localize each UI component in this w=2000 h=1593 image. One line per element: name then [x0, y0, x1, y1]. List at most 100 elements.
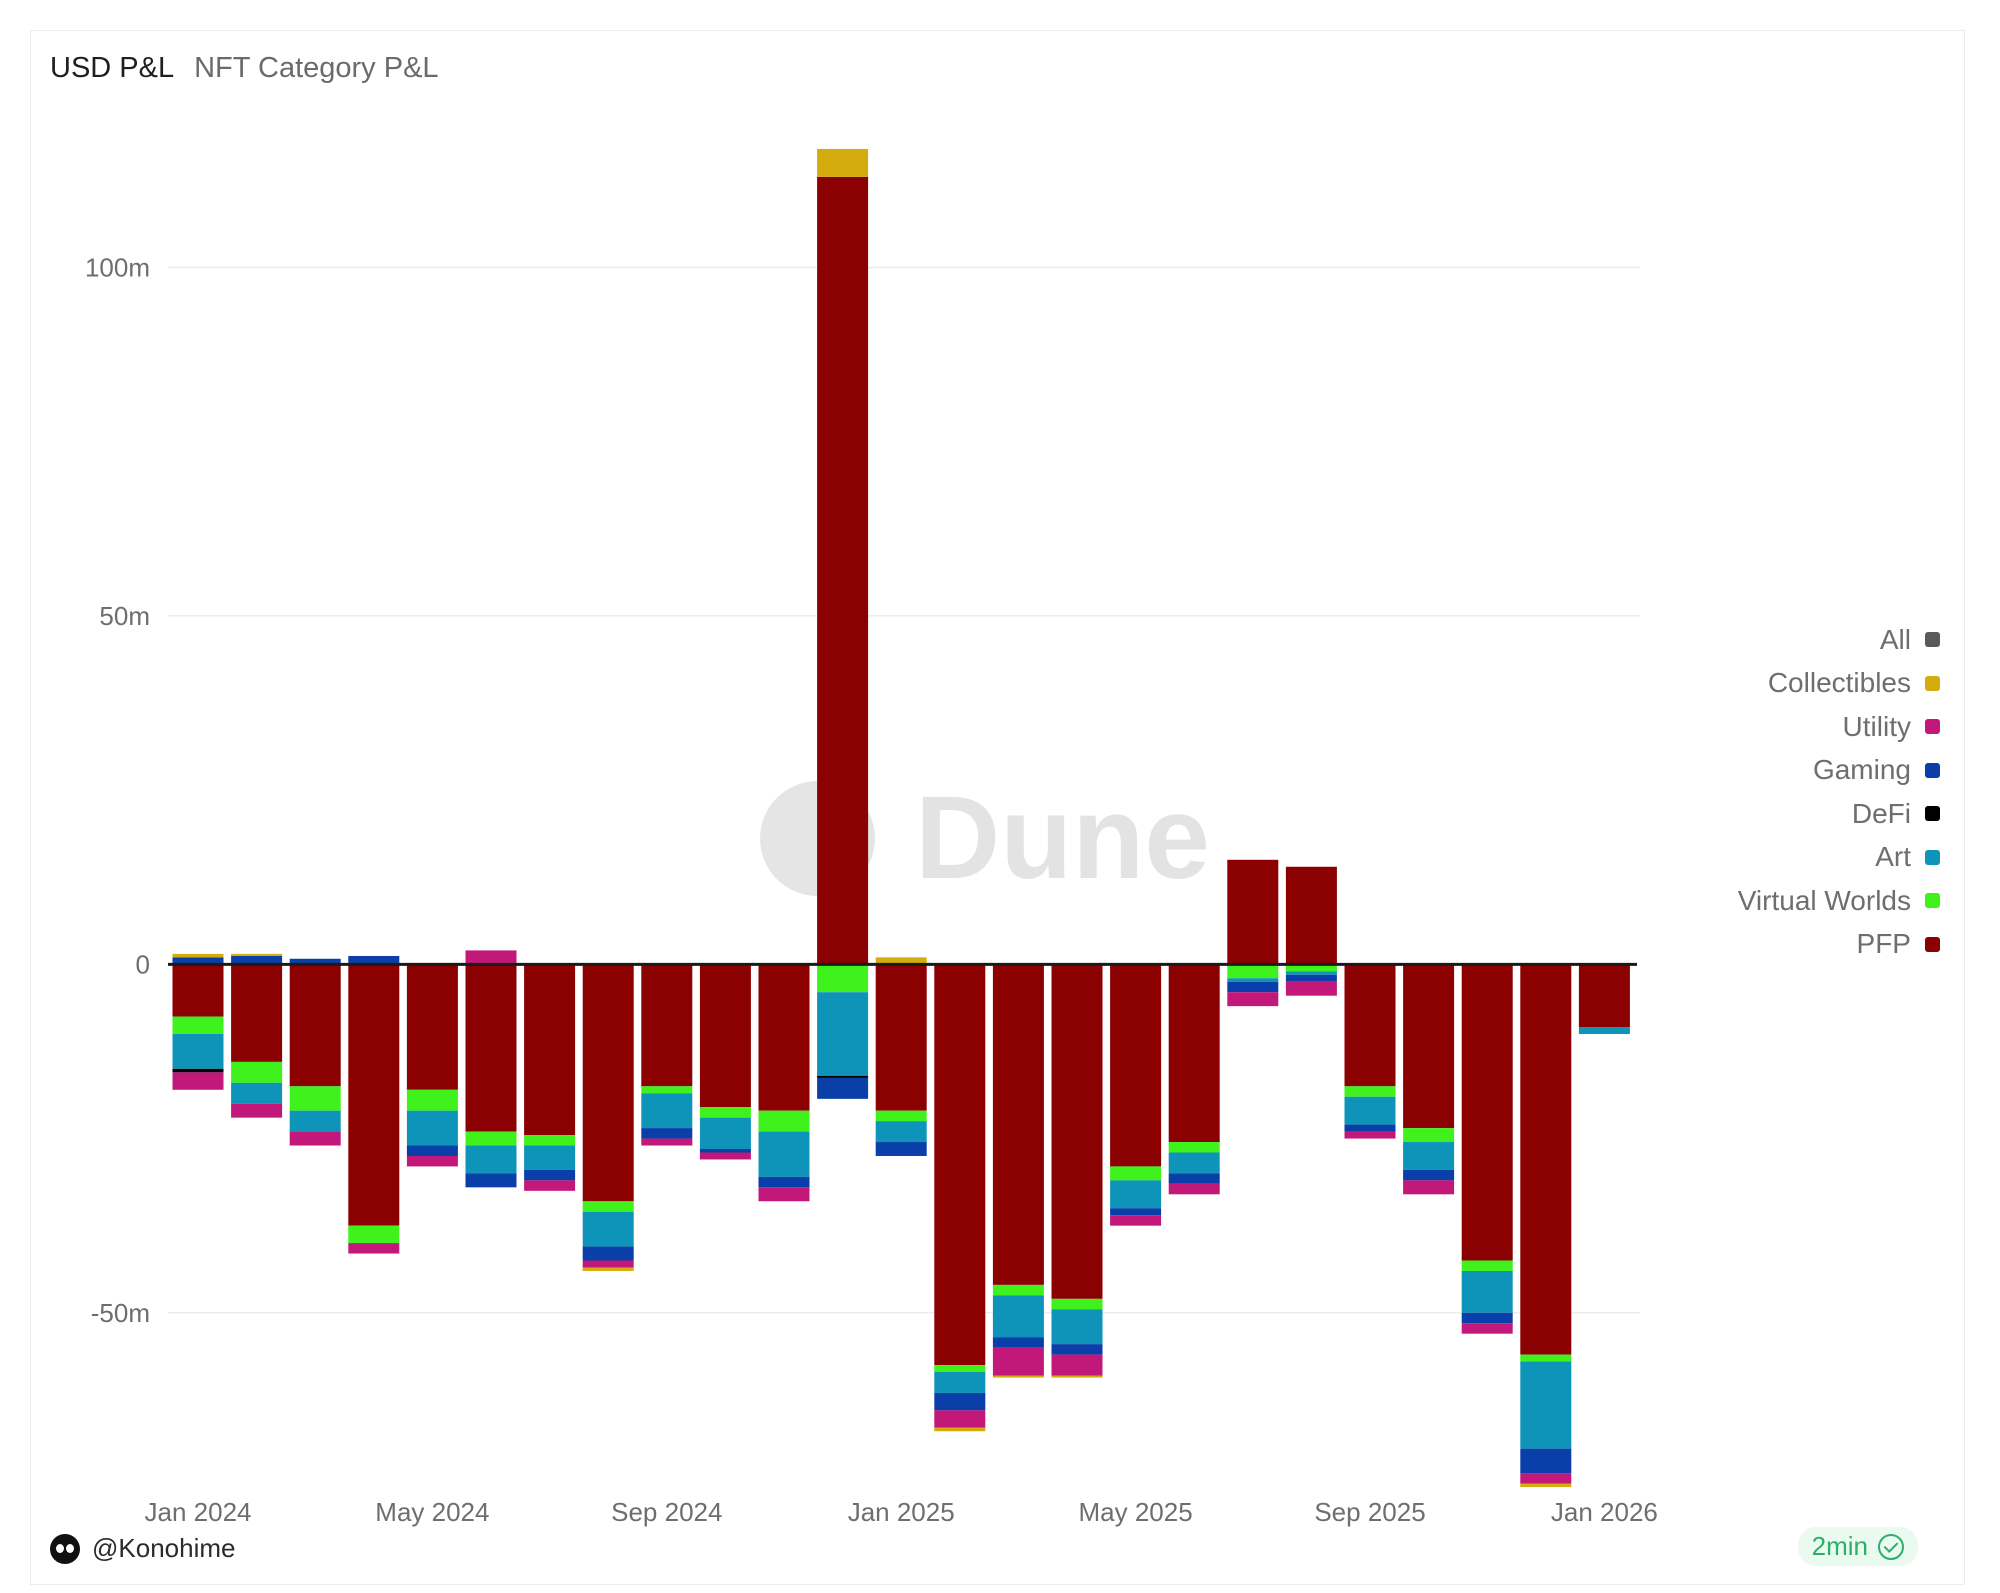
- bar-segment-pfp[interactable]: [758, 964, 810, 1111]
- bar-segment-virtual-worlds[interactable]: [1403, 1128, 1455, 1143]
- bar-segment-virtual-worlds[interactable]: [1168, 1142, 1220, 1153]
- bar-segment-utility[interactable]: [348, 1243, 400, 1254]
- bar-segment-pfp[interactable]: [1227, 859, 1279, 965]
- bar-segment-art[interactable]: [817, 992, 869, 1076]
- bar-segment-virtual-worlds[interactable]: [406, 1089, 458, 1111]
- bar-segment-pfp[interactable]: [875, 964, 927, 1111]
- legend-item-virtual-worlds[interactable]: Virtual Worlds: [1640, 879, 1940, 923]
- bar-segment-gaming[interactable]: [1461, 1312, 1513, 1324]
- bar-segment-defi[interactable]: [817, 1075, 869, 1078]
- bar-segment-utility[interactable]: [231, 1103, 283, 1118]
- bar-segment-pfp[interactable]: [1168, 964, 1220, 1143]
- bar-segment-art[interactable]: [1520, 1361, 1572, 1449]
- bar-segment-utility[interactable]: [524, 1180, 576, 1191]
- bar-segment-gaming[interactable]: [465, 1173, 517, 1188]
- bar-segment-art[interactable]: [1285, 971, 1337, 975]
- bar-segment-collectibles[interactable]: [875, 957, 927, 965]
- bar-segment-virtual-worlds[interactable]: [289, 1086, 341, 1111]
- bar-segment-collectibles[interactable]: [817, 148, 869, 177]
- bar-segment-virtual-worlds[interactable]: [641, 1086, 693, 1094]
- bar-segment-art[interactable]: [524, 1145, 576, 1170]
- bar-segment-art[interactable]: [758, 1131, 810, 1177]
- bar-segment-pfp[interactable]: [348, 964, 400, 1226]
- bar-segment-virtual-worlds[interactable]: [817, 964, 869, 993]
- bar-segment-virtual-worlds[interactable]: [758, 1110, 810, 1132]
- bar-segment-gaming[interactable]: [992, 1337, 1044, 1348]
- bar-segment-gaming[interactable]: [524, 1169, 576, 1181]
- bar-segment-utility[interactable]: [1461, 1323, 1513, 1334]
- bar-segment-pfp[interactable]: [231, 964, 283, 1062]
- bar-segment-art[interactable]: [1461, 1270, 1513, 1313]
- bar-segment-virtual-worlds[interactable]: [1520, 1354, 1572, 1362]
- bar-segment-virtual-worlds[interactable]: [934, 1365, 986, 1373]
- bar-segment-art[interactable]: [582, 1211, 634, 1247]
- bar-segment-gaming[interactable]: [1520, 1448, 1572, 1474]
- bar-segment-pfp[interactable]: [817, 176, 869, 965]
- bar-segment-utility[interactable]: [1344, 1131, 1396, 1139]
- bar-segment-collectibles[interactable]: [1520, 1483, 1572, 1487]
- bar-segment-art[interactable]: [231, 1082, 283, 1104]
- bar-segment-defi[interactable]: [172, 1068, 224, 1073]
- legend-item-defi[interactable]: DeFi: [1640, 792, 1940, 836]
- legend-item-gaming[interactable]: Gaming: [1640, 749, 1940, 793]
- bar-segment-utility[interactable]: [699, 1152, 751, 1160]
- bar-segment-virtual-worlds[interactable]: [1461, 1260, 1513, 1271]
- refresh-status[interactable]: 2min: [1797, 1527, 1918, 1566]
- bar-segment-pfp[interactable]: [465, 964, 517, 1132]
- bar-segment-art[interactable]: [934, 1372, 986, 1393]
- bar-segment-gaming[interactable]: [1051, 1344, 1103, 1355]
- bar-segment-utility[interactable]: [1403, 1180, 1455, 1195]
- bar-segment-art[interactable]: [1578, 1027, 1630, 1035]
- bar-segment-art[interactable]: [1403, 1142, 1455, 1170]
- bar-segment-collectibles[interactable]: [582, 1267, 634, 1271]
- bar-segment-art[interactable]: [1344, 1096, 1396, 1125]
- bar-segment-utility[interactable]: [1227, 992, 1279, 1007]
- bar-segment-art[interactable]: [1051, 1309, 1103, 1345]
- bar-segment-virtual-worlds[interactable]: [1344, 1086, 1396, 1097]
- tab-nft-category-pnl[interactable]: NFT Category P&L: [194, 52, 439, 84]
- bar-segment-virtual-worlds[interactable]: [699, 1107, 751, 1118]
- bar-segment-gaming[interactable]: [289, 958, 341, 965]
- bar-segment-gaming[interactable]: [1110, 1208, 1162, 1216]
- bar-segment-gaming[interactable]: [934, 1392, 986, 1411]
- bar-segment-virtual-worlds[interactable]: [524, 1135, 576, 1146]
- bar-segment-virtual-worlds[interactable]: [992, 1284, 1044, 1296]
- bar-segment-gaming[interactable]: [641, 1128, 693, 1139]
- bar-segment-utility[interactable]: [758, 1187, 810, 1202]
- bar-segment-utility[interactable]: [641, 1138, 693, 1146]
- bar-segment-art[interactable]: [641, 1093, 693, 1129]
- bar-segment-utility[interactable]: [1051, 1354, 1103, 1376]
- bar-segment-pfp[interactable]: [524, 964, 576, 1136]
- bar-segment-virtual-worlds[interactable]: [348, 1225, 400, 1244]
- bar-segment-collectibles[interactable]: [1051, 1375, 1103, 1378]
- bar-segment-virtual-worlds[interactable]: [1110, 1166, 1162, 1181]
- bar-segment-pfp[interactable]: [641, 964, 693, 1087]
- bar-segment-gaming[interactable]: [582, 1246, 634, 1261]
- legend-item-all[interactable]: All: [1640, 618, 1940, 662]
- bar-segment-pfp[interactable]: [934, 964, 986, 1366]
- bar-segment-art[interactable]: [1227, 978, 1279, 982]
- bar-segment-art[interactable]: [699, 1117, 751, 1150]
- bar-segment-pfp[interactable]: [1285, 866, 1337, 965]
- bar-segment-art[interactable]: [875, 1121, 927, 1143]
- bar-segment-pfp[interactable]: [1520, 964, 1572, 1355]
- bar-segment-utility[interactable]: [1285, 981, 1337, 996]
- bar-segment-utility[interactable]: [406, 1155, 458, 1167]
- bar-segment-collectibles[interactable]: [172, 953, 224, 958]
- bar-segment-virtual-worlds[interactable]: [465, 1131, 517, 1146]
- legend-item-art[interactable]: Art: [1640, 836, 1940, 880]
- bar-segment-pfp[interactable]: [992, 964, 1044, 1285]
- bar-segment-utility[interactable]: [934, 1410, 986, 1428]
- legend-item-utility[interactable]: Utility: [1640, 705, 1940, 749]
- bar-segment-pfp[interactable]: [1578, 964, 1630, 1028]
- bar-segment-gaming[interactable]: [1168, 1173, 1220, 1184]
- bar-segment-art[interactable]: [992, 1295, 1044, 1338]
- tab-usd-pnl[interactable]: USD P&L: [50, 52, 175, 84]
- bar-segment-utility[interactable]: [172, 1072, 224, 1090]
- bar-segment-gaming[interactable]: [817, 1077, 869, 1099]
- author[interactable]: @Konohime: [50, 1533, 235, 1564]
- bar-segment-pfp[interactable]: [406, 964, 458, 1090]
- bar-segment-collectibles[interactable]: [231, 953, 283, 956]
- bar-segment-art[interactable]: [1168, 1152, 1220, 1174]
- bar-segment-utility[interactable]: [289, 1131, 341, 1146]
